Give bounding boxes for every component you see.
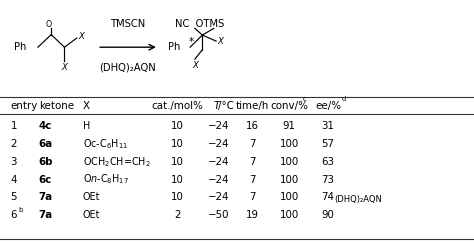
Text: −50: −50 (208, 210, 230, 220)
Text: NC  OTMS: NC OTMS (175, 19, 225, 29)
Text: 5: 5 (10, 192, 17, 203)
Text: 19: 19 (246, 210, 259, 220)
Text: O: O (45, 20, 52, 29)
Text: 100: 100 (280, 210, 299, 220)
Text: b: b (18, 207, 22, 212)
Text: 6: 6 (10, 210, 17, 220)
Text: 4c: 4c (39, 121, 52, 131)
Text: 74: 74 (321, 192, 335, 203)
Text: 6c: 6c (39, 174, 52, 185)
Text: Ph: Ph (168, 42, 181, 52)
Text: 57: 57 (321, 139, 335, 149)
Text: time/h: time/h (236, 101, 269, 111)
Text: X: X (62, 62, 67, 72)
Text: 6b: 6b (39, 157, 54, 167)
Text: *: * (189, 37, 194, 47)
Text: 10: 10 (171, 139, 184, 149)
Text: entry: entry (10, 101, 38, 111)
Text: −24: −24 (208, 139, 230, 149)
Text: 10: 10 (171, 121, 184, 131)
Text: /°C: /°C (218, 101, 234, 111)
Text: 10: 10 (171, 157, 184, 167)
Text: 63: 63 (321, 157, 335, 167)
Text: 31: 31 (321, 121, 335, 131)
Text: −24: −24 (208, 192, 230, 203)
Text: 2: 2 (10, 139, 17, 149)
Text: d: d (341, 96, 346, 102)
Text: X: X (83, 101, 90, 111)
Text: TMSCN: TMSCN (110, 19, 146, 29)
Text: OCH$_2$CH=CH$_2$: OCH$_2$CH=CH$_2$ (83, 155, 151, 169)
Text: 73: 73 (321, 174, 335, 185)
Text: conv/%: conv/% (270, 101, 308, 111)
Text: 100: 100 (280, 139, 299, 149)
Text: Oc-C$_6$H$_{11}$: Oc-C$_6$H$_{11}$ (83, 137, 128, 151)
Text: 1: 1 (10, 121, 17, 131)
Text: 7: 7 (249, 174, 256, 185)
Text: −24: −24 (208, 121, 230, 131)
Text: (DHQ)₂AQN: (DHQ)₂AQN (334, 195, 382, 204)
Text: T: T (213, 101, 219, 111)
Text: X: X (217, 37, 223, 46)
Text: −24: −24 (208, 157, 230, 167)
Text: 3: 3 (10, 157, 17, 167)
Text: ketone: ketone (39, 101, 74, 111)
Text: 6a: 6a (39, 139, 53, 149)
Text: −24: −24 (208, 174, 230, 185)
Text: (DHQ)₂AQN: (DHQ)₂AQN (100, 63, 156, 73)
Text: H: H (83, 121, 90, 131)
Text: 4: 4 (10, 174, 17, 185)
Text: 100: 100 (280, 157, 299, 167)
Text: c: c (302, 96, 306, 102)
Text: cat./mol%: cat./mol% (152, 101, 204, 111)
Text: 10: 10 (171, 174, 184, 185)
Text: 100: 100 (280, 174, 299, 185)
Text: 16: 16 (246, 121, 259, 131)
Text: 7: 7 (249, 139, 256, 149)
Text: 10: 10 (171, 192, 184, 203)
Text: X: X (78, 32, 84, 41)
Text: OEt: OEt (83, 210, 100, 220)
Text: Ph: Ph (14, 42, 27, 52)
Text: 7: 7 (249, 192, 256, 203)
Text: 7a: 7a (39, 210, 53, 220)
Text: O$n$-C$_8$H$_{17}$: O$n$-C$_8$H$_{17}$ (83, 173, 129, 187)
Text: ee/%: ee/% (315, 101, 341, 111)
Text: 2: 2 (174, 210, 181, 220)
Text: 7: 7 (249, 157, 256, 167)
Text: 7a: 7a (39, 192, 53, 203)
Text: X: X (192, 61, 198, 70)
Text: OEt: OEt (83, 192, 100, 203)
Text: 90: 90 (321, 210, 335, 220)
Text: 100: 100 (280, 192, 299, 203)
Text: 91: 91 (283, 121, 296, 131)
